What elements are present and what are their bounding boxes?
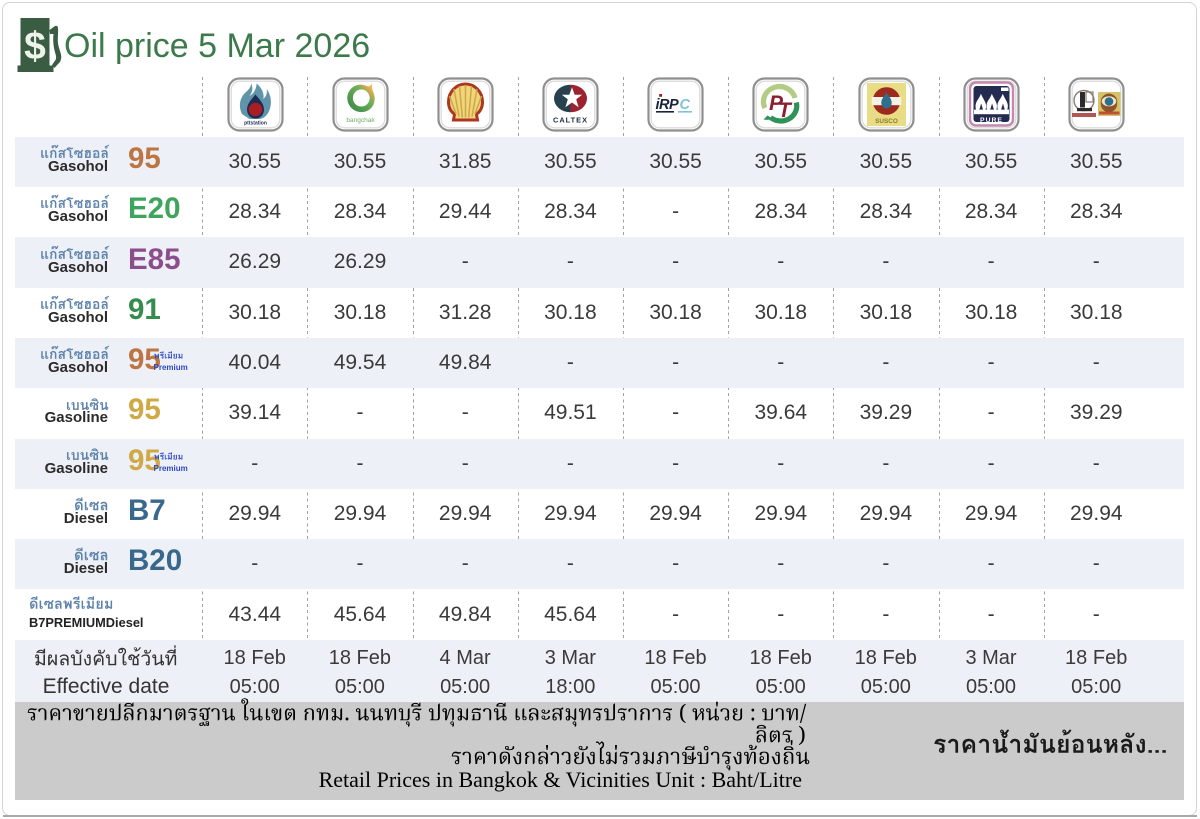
svg-text:CALTEX: CALTEX <box>553 116 588 125</box>
svg-text:P: P <box>769 92 784 115</box>
svg-text:bangchak: bangchak <box>346 117 375 124</box>
svg-text:T: T <box>778 99 793 122</box>
svg-text:SUSCO: SUSCO <box>875 118 898 125</box>
svg-text:PURE: PURE <box>980 117 1003 124</box>
svg-text:pttstation: pttstation <box>244 121 267 127</box>
svg-text:iRP: iRP <box>656 97 680 113</box>
svg-text:$: $ <box>24 25 46 68</box>
svg-text:C: C <box>680 97 691 113</box>
